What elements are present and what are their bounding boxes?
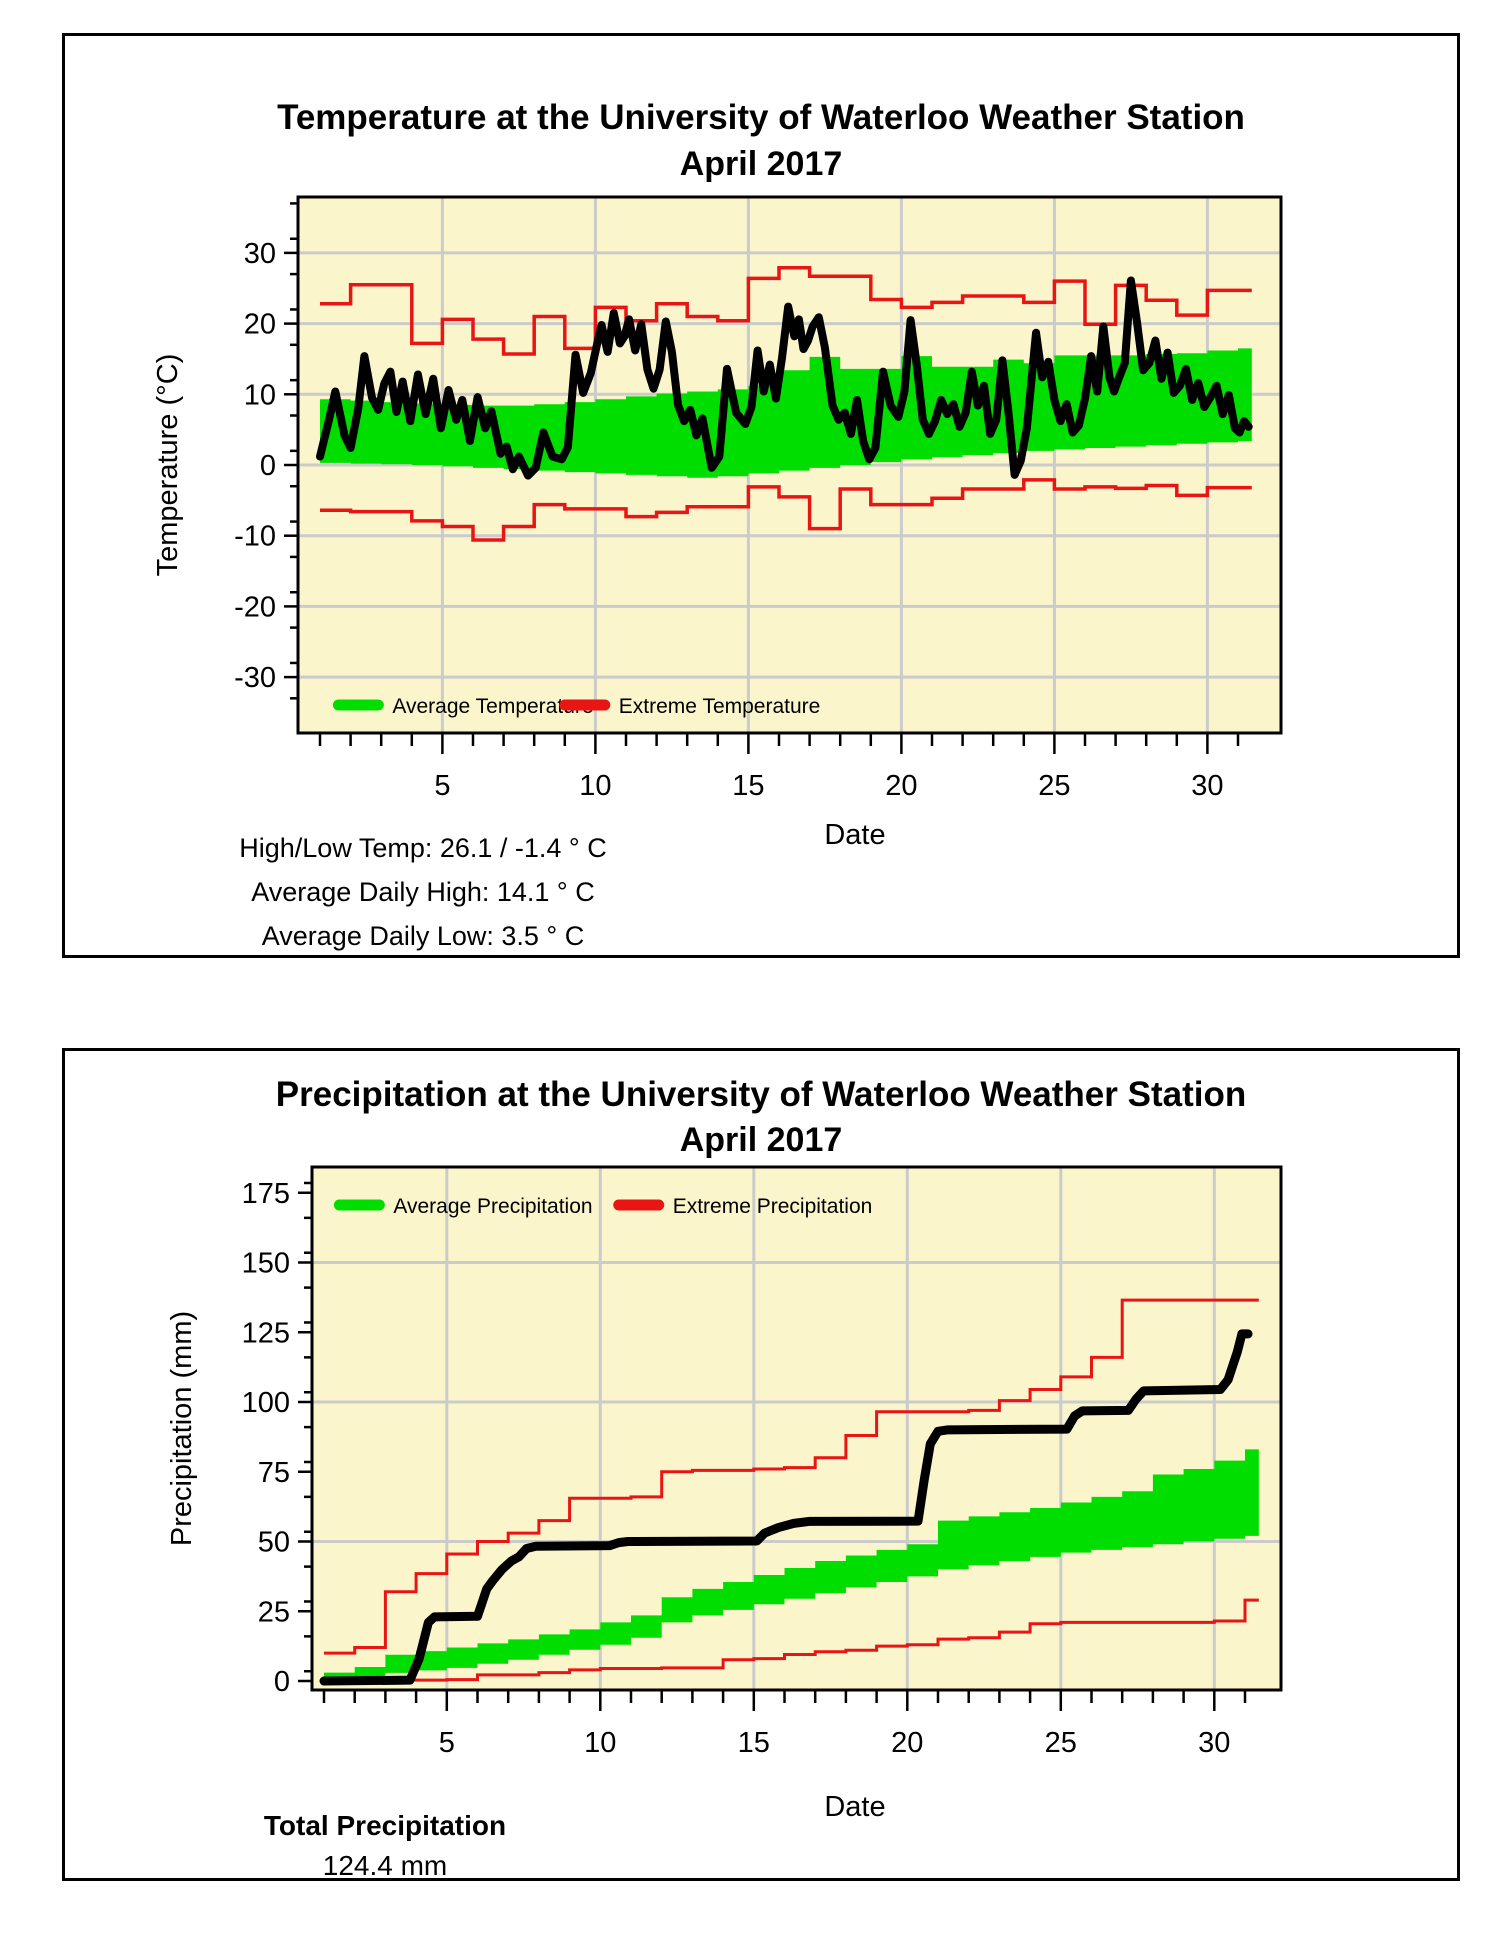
x-tick-label: 15 [738,1727,770,1759]
plot-background [312,1167,1281,1690]
stat-average-daily-high: Average Daily High: 14.1 ° C [251,877,595,907]
temperature-chart-subtitle: April 2017 [679,145,843,183]
y-tick-label: -30 [234,662,276,694]
legend: Average Precipitation Extreme Precipitati… [333,1195,873,1218]
stat-average-daily-low: Average Daily Low: 3.5 ° C [261,921,585,951]
y-axis-labels: 0 25 50 75 100 125 150 175 [242,1178,290,1698]
actual-line [319,1329,1253,1686]
y-tick-label: 175 [242,1178,290,1210]
extreme-low-line [324,1598,1259,1682]
y-tick-label: 75 [258,1457,290,1489]
plot-border [310,1165,1283,1692]
x-tick-label: 10 [584,1727,616,1759]
x-tick-label: 30 [1198,1727,1230,1759]
y-tick-label: 0 [260,450,276,482]
y-tick-label: 10 [244,379,276,411]
y-tick-label: -20 [234,591,276,623]
x-tick-label: 20 [891,1727,923,1759]
x-axis-ticks [322,1690,1247,1711]
x-tick-label: 5 [439,1727,455,1759]
legend-label: Average Temperature [392,695,593,718]
x-tick-label: 30 [1191,770,1223,802]
x-tick-label: 25 [1038,770,1070,802]
y-axis-ticks [298,1181,312,1683]
extreme-high-line [324,1298,1259,1655]
temperature-stats: High/Low Temp: 26.1 / -1.4 ° C Average D… [83,826,763,958]
precipitation-chart-subtitle: April 2017 [679,1121,843,1159]
precipitation-x-axis-title: Date [824,1791,886,1823]
precipitation-stats: Total Precipitation 124.4 mm [105,1806,665,1886]
y-tick-label: 100 [242,1387,290,1419]
stat-total-precipitation-label: Total Precipitation [263,1810,507,1841]
legend-label: Extreme Precipitation [673,1195,873,1218]
y-tick-label: 30 [244,238,276,270]
legend: Average Temperature Extreme Temperature [332,695,821,718]
x-tick-label: 15 [732,770,764,802]
legend-label: Average Precipitation [393,1195,592,1218]
y-tick-label: 0 [274,1666,290,1698]
average-band [320,348,1252,478]
x-tick-label: 25 [1045,1727,1077,1759]
precipitation-chart-title: Precipitation at the University of Water… [275,1075,1247,1114]
y-axis-ticks [284,202,298,700]
x-axis-ticks [318,733,1240,754]
y-axis-labels: -30 -20 -10 0 10 20 30 [234,238,276,694]
x-tick-label: 5 [434,770,450,802]
stat-total-precipitation-value: 124.4 mm [322,1850,448,1881]
legend-label: Extreme Temperature [619,695,821,718]
precipitation-chart-box: Precipitation at the University of Water… [62,1048,1460,1881]
precipitation-plot: 0 25 50 75 100 125 150 175 5 10 15 20 25 30 Precipitat… [166,1165,1283,1759]
x-axis-labels: 5 10 15 20 25 30 [439,1727,1231,1759]
y-tick-label: 125 [242,1317,290,1349]
temperature-chart-box: Temperature at the University of Waterlo… [62,33,1460,958]
temperature-chart-title: Temperature at the University of Waterlo… [277,98,1245,137]
y-tick-label: 50 [258,1527,290,1559]
x-tick-label: 20 [885,770,917,802]
x-tick-label: 10 [579,770,611,802]
actual-line [316,276,1253,480]
y-tick-label: 20 [244,309,276,341]
temperature-plot: -30 -20 -10 0 10 20 30 5 10 15 20 25 30 Temperature (… [152,195,1283,802]
x-axis-labels: 5 10 15 20 25 30 [434,770,1223,802]
temperature-x-axis-title: Date [824,819,886,851]
y-tick-label: -10 [234,521,276,553]
gridlines [312,1167,1281,1690]
y-axis-title: Temperature (°C) [152,354,184,577]
stat-high-low-temp: High/Low Temp: 26.1 / -1.4 ° C [239,833,607,863]
y-axis-title: Precipitation (mm) [166,1311,198,1546]
y-tick-label: 25 [258,1596,290,1628]
y-tick-label: 150 [242,1248,290,1280]
extreme-low-line [320,478,1252,542]
